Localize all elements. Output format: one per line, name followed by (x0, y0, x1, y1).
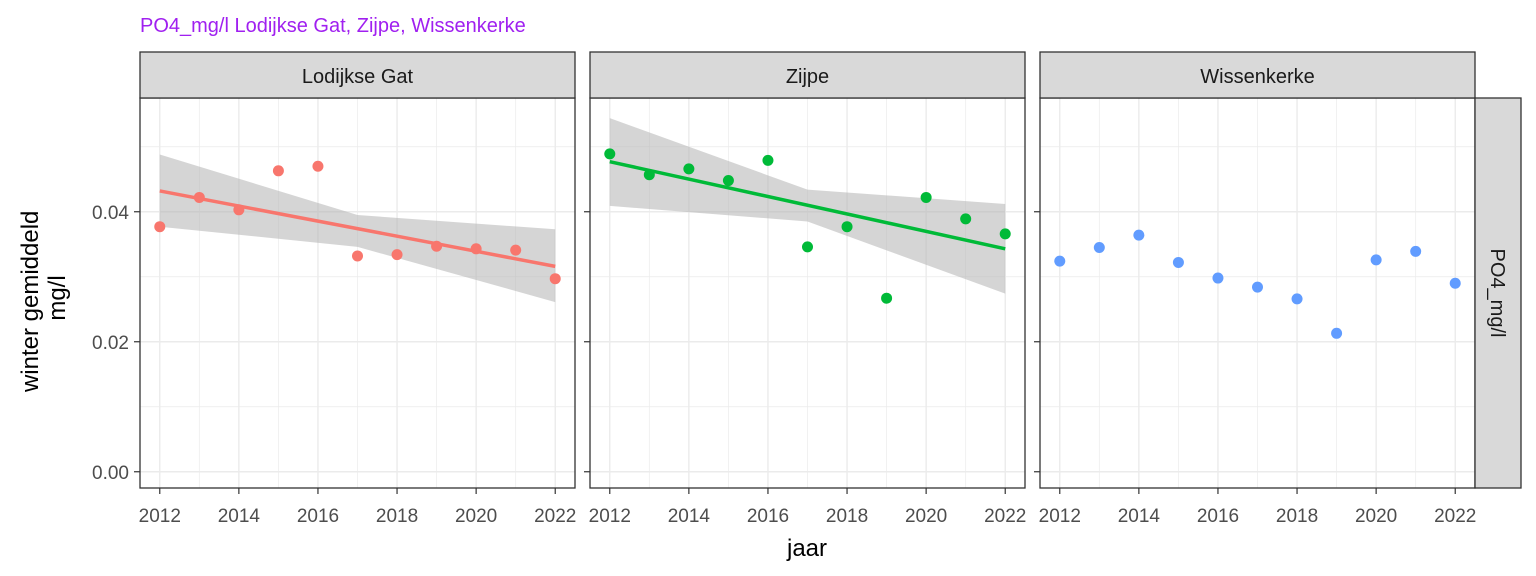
x-tick-label: 2014 (1118, 506, 1161, 527)
data-point (960, 213, 972, 225)
row-strip-label: PO4_mg/l (1486, 249, 1508, 338)
facet-panels: Lodijkse Gat 2012 2014 2016 2018 2020 2022 0.00… (92, 51, 1522, 527)
panel-0: Lodijkse Gat 2012 2014 2016 2018 2020 2022 0.00… (92, 51, 576, 527)
y-axis-title-line-1: winter gemiddeld (17, 211, 44, 393)
x-tick-label: 2022 (1434, 506, 1476, 527)
facet-strip-label: Lodijkse Gat (302, 66, 414, 88)
data-point (1054, 255, 1066, 267)
data-point (604, 148, 616, 160)
x-tick-label: 2016 (1197, 506, 1239, 527)
data-point (549, 273, 561, 285)
data-point (1410, 245, 1422, 257)
facet-strip-label: Zijpe (786, 66, 829, 88)
data-point (272, 165, 284, 177)
y-tick-label: 0.02 (92, 333, 129, 354)
facet-strip-label: Wissenkerke (1200, 66, 1314, 88)
data-point (1252, 281, 1263, 293)
x-tick-label: 2018 (1276, 506, 1318, 527)
x-tick-label: 2020 (905, 506, 947, 527)
y-tick-label: 0.04 (92, 203, 129, 224)
x-tick-label: 2022 (534, 506, 576, 527)
facet-strip (139, 51, 576, 99)
data-point (470, 243, 482, 255)
x-tick-label: 2016 (747, 506, 789, 527)
data-point (193, 191, 205, 203)
data-point (722, 175, 734, 187)
x-tick-label: 2018 (376, 506, 418, 527)
x-tick-label: 2016 (297, 506, 339, 527)
x-tick-label: 2014 (218, 506, 261, 527)
trend-line (159, 189, 556, 269)
data-point (1331, 327, 1343, 339)
data-point (1093, 242, 1105, 253)
data-point (510, 244, 522, 256)
y-axis-title-line-2: mg/l (44, 275, 71, 320)
trend-line (609, 159, 1006, 251)
data-point (154, 221, 166, 233)
facet-strip (589, 51, 1026, 99)
data-point (1212, 272, 1224, 284)
x-tick-label: 2012 (589, 506, 631, 527)
data-point (233, 204, 245, 216)
data-point (1133, 229, 1145, 241)
data-point (999, 228, 1011, 240)
data-point (762, 154, 774, 166)
data-point (1172, 256, 1184, 268)
data-point (391, 249, 403, 261)
y-axis-title: winter gemiddeld mg/l (17, 204, 71, 393)
x-tick-label: 2012 (1039, 506, 1081, 527)
data-point (1370, 254, 1382, 266)
data-point (312, 160, 324, 172)
panel-2: Wissenkerke 2012 2014 2016 2018 2020 2022 (1034, 51, 1476, 527)
data-point (683, 163, 695, 175)
data-point (431, 240, 443, 252)
chart-title: PO4_mg/l Lodijkse Gat, Zijpe, Wissenkerk… (140, 15, 526, 37)
data-point (802, 241, 813, 253)
row-strip (1474, 97, 1522, 489)
facet-strip (1039, 51, 1476, 99)
data-point (1291, 293, 1303, 305)
data-point (643, 169, 655, 181)
x-tick-label: 2022 (984, 506, 1026, 527)
data-point (841, 221, 853, 233)
x-tick-label: 2012 (139, 506, 181, 527)
data-point (352, 250, 363, 262)
x-tick-label: 2014 (668, 506, 711, 527)
x-tick-label: 2020 (455, 506, 497, 527)
x-axis-title: jaar (786, 535, 827, 562)
data-point (920, 191, 932, 203)
y-tick-label: 0.00 (92, 463, 129, 484)
x-tick-label: 2020 (1355, 506, 1397, 527)
data-point (881, 292, 893, 304)
panel-1: Zijpe 2012 2014 2016 2018 2020 2022 (584, 51, 1026, 527)
x-tick-label: 2018 (826, 506, 868, 527)
data-point (1449, 277, 1461, 289)
